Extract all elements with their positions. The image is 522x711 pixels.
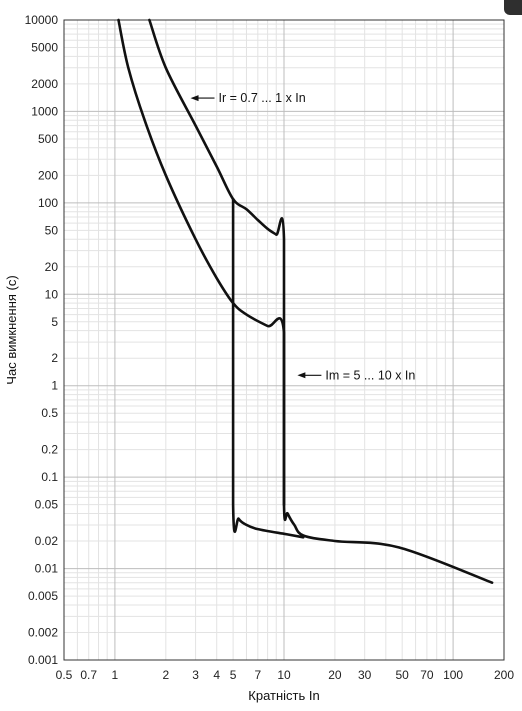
y-tick-label: 0.05 xyxy=(35,498,59,512)
y-tick-label: 0.5 xyxy=(41,406,58,420)
x-tick-label: 4 xyxy=(213,668,220,682)
y-tick-label: 0.002 xyxy=(28,625,58,639)
annotation-arrowhead-1 xyxy=(190,95,199,102)
y-tick-label: 0.02 xyxy=(35,534,59,548)
x-tick-label: 20 xyxy=(328,668,342,682)
y-tick-label: 0.001 xyxy=(28,653,58,667)
x-tick-label: 50 xyxy=(396,668,410,682)
x-tick-label: 10 xyxy=(277,668,291,682)
y-tick-label: 2 xyxy=(51,351,58,365)
series-line-3 xyxy=(231,197,305,539)
x-tick-label: 0.7 xyxy=(80,668,97,682)
x-tick-label: 7 xyxy=(254,668,261,682)
y-tick-label: 100 xyxy=(38,196,58,210)
y-tick-label: 0.005 xyxy=(28,589,58,603)
x-tick-label: 30 xyxy=(358,668,372,682)
x-tick-label: 1 xyxy=(112,668,119,682)
y-tick-label: 5000 xyxy=(31,41,58,55)
annotation-arrowhead-2 xyxy=(297,372,306,379)
y-tick-label: 1 xyxy=(51,379,58,393)
y-tick-label: 2000 xyxy=(31,77,58,91)
y-tick-label: 50 xyxy=(45,223,59,237)
y-tick-label: 20 xyxy=(45,260,59,274)
x-tick-label: 5 xyxy=(230,668,237,682)
x-tick-label: 0.5 xyxy=(56,668,73,682)
x-tick-label: 70 xyxy=(420,668,434,682)
y-tick-label: 0.2 xyxy=(41,443,58,457)
plot-frame xyxy=(63,19,505,661)
y-tick-label: 10 xyxy=(45,287,59,301)
x-tick-label: 100 xyxy=(443,668,463,682)
y-tick-label: 200 xyxy=(38,168,58,182)
y-tick-label: 0.1 xyxy=(41,470,58,484)
y-axis-title: Час вимкнення (с) xyxy=(4,275,19,384)
x-tick-label: 2 xyxy=(162,668,169,682)
y-tick-label: 5 xyxy=(51,315,58,329)
annotation-label-1: Ir = 0.7 ... 1 x In xyxy=(219,91,306,105)
annotation-layer: Ir = 0.7 ... 1 x In Im = 5 ... 10 x In xyxy=(190,91,415,382)
x-axis-title: Кратність In xyxy=(248,688,319,703)
y-tick-label: 0.01 xyxy=(35,562,59,576)
x-tick-labels: 0.5 0.7 1 2 3 4 5 7 10 20 30 50 70 100 200 xyxy=(56,668,515,682)
y-tick-label: 1000 xyxy=(31,104,58,118)
y-tick-labels: 10000 5000 2000 1000 500 200 100 50 20 10 5 2 1 0.5 0.… xyxy=(25,13,59,667)
y-tick-label: 500 xyxy=(38,132,58,146)
window-corner-tab xyxy=(504,0,522,15)
series-layer xyxy=(117,18,494,584)
x-tick-label: 200 xyxy=(494,668,514,682)
annotation-label-2: Im = 5 ... 10 x In xyxy=(325,368,415,382)
y-tick-label: 10000 xyxy=(25,13,59,27)
x-tick-label: 3 xyxy=(192,668,199,682)
series-line-2 xyxy=(148,18,286,506)
series-line-1 xyxy=(117,18,494,584)
